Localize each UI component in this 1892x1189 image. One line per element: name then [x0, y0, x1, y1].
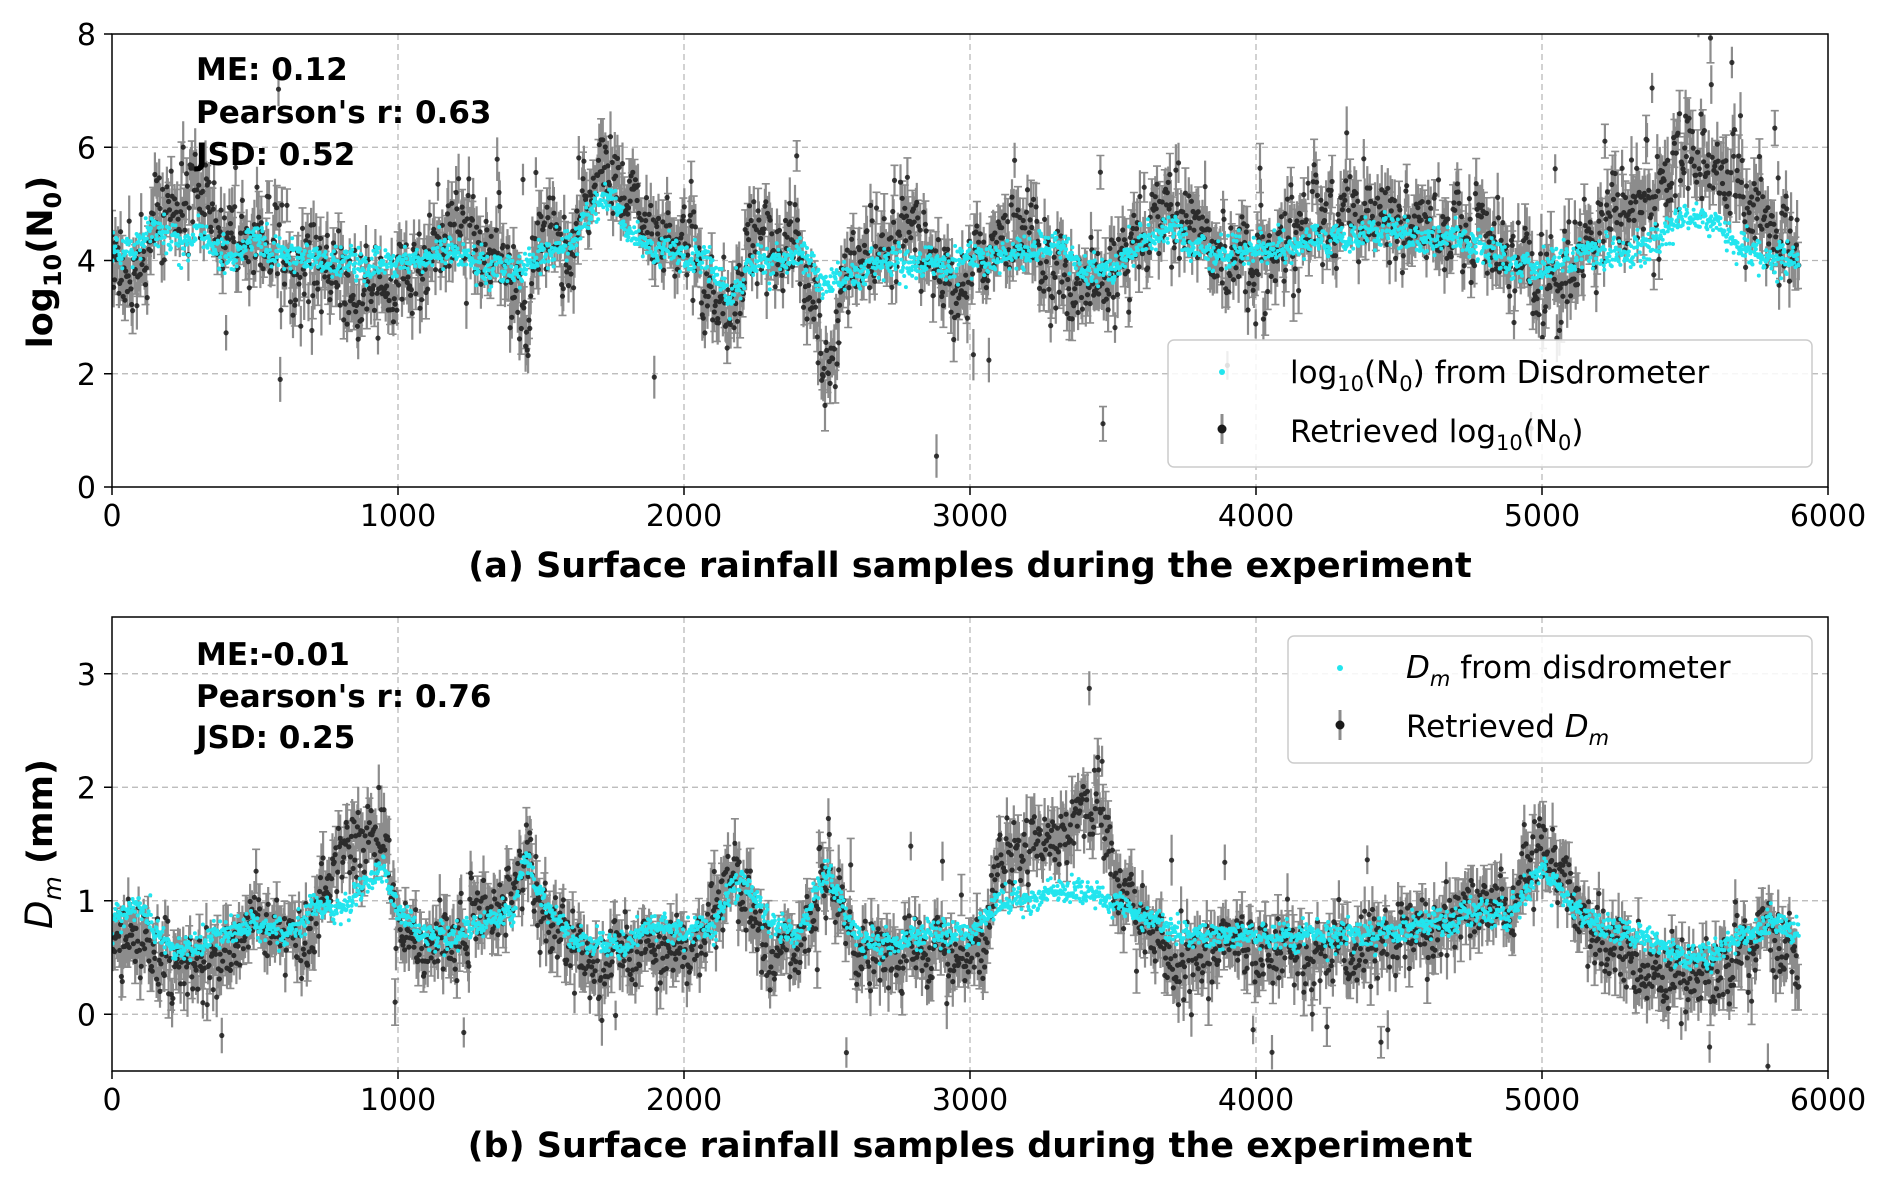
ticks-a: 0 1000 2000 3000 4000 5000 6000 0 2 4 6 8 [77, 18, 1866, 534]
x-tick-label-a: 4000 [1218, 499, 1294, 534]
y-tick-label-a: 8 [77, 18, 96, 53]
x-axis-label-b: (b) Surface rainfall samples during the … [468, 1126, 1473, 1166]
x-tick-label-a: 2000 [646, 499, 722, 534]
x-tick-label-a: 1000 [360, 499, 436, 534]
legend-b: Dm from disdrometer Retrieved Dm [1287, 635, 1813, 764]
x-tick-label-a: 5000 [1504, 499, 1580, 534]
points-disdrometer-a [112, 181, 1801, 321]
x-axis-label-a: (a) Surface rainfall samples during the … [468, 546, 1471, 586]
legend-label-disdrometer-a: log10(N0) from Disdrometer [1290, 355, 1709, 396]
legend-marker-disdrometer-a [1219, 369, 1225, 375]
x-tick-label-b: 1000 [360, 1083, 436, 1118]
x-tick-label-b: 3000 [932, 1083, 1008, 1118]
y-tick-label-b: 3 [77, 658, 96, 693]
legend-marker-disdrometer-b [1337, 665, 1343, 671]
y-axis-label-a: log10(N0) [21, 176, 67, 349]
y-axis-label-b: Dm (mm) [18, 759, 67, 929]
stat-pearson-a: Pearson's r: 0.63 [196, 95, 491, 131]
stat-jsd-b: JSD: 0.25 [194, 720, 355, 756]
x-tick-label-b: 2000 [646, 1083, 722, 1118]
y-tick-label-b: 1 [77, 885, 96, 920]
x-tick-label-b: 4000 [1218, 1083, 1294, 1118]
x-tick-label-b: 6000 [1790, 1083, 1866, 1118]
panel-b: 0 1000 2000 3000 4000 5000 6000 0 1 2 3 ME:-0.01 P… [18, 616, 1866, 1166]
stat-me-a: ME: 0.12 [196, 52, 348, 88]
x-tick-label-b: 5000 [1504, 1083, 1580, 1118]
y-tick-label-a: 6 [77, 131, 96, 166]
stat-me-b: ME:-0.01 [196, 637, 350, 673]
legend-label-retrieved-a: Retrieved log10(N0) [1290, 414, 1584, 455]
legend-box-b [1287, 635, 1813, 764]
x-tick-label-b: 0 [102, 1083, 121, 1118]
x-tick-label-a: 6000 [1790, 499, 1866, 534]
data-layer-a [112, 34, 1802, 478]
legend-label-disdrometer-b: Dm from disdrometer [1406, 650, 1731, 691]
y-tick-label-b: 2 [77, 771, 96, 806]
data-layer-b [112, 671, 1802, 1071]
y-tick-label-a: 4 [77, 245, 96, 280]
legend-box-a [1167, 339, 1813, 468]
stat-jsd-a: JSD: 0.52 [194, 137, 355, 173]
y-tick-label-b: 0 [77, 998, 96, 1033]
legend-marker-retrieved-b [1335, 720, 1345, 730]
ticks-b: 0 1000 2000 3000 4000 5000 6000 0 1 2 3 [77, 658, 1866, 1118]
y-tick-label-a: 0 [77, 471, 96, 506]
legend-marker-retrieved-a [1217, 424, 1227, 434]
x-tick-label-a: 0 [102, 499, 121, 534]
legend-label-retrieved-b: Retrieved Dm [1406, 709, 1609, 750]
y-tick-label-a: 2 [77, 358, 96, 393]
legend-a: log10(N0) from Disdrometer Retrieved log… [1167, 339, 1813, 468]
stat-pearson-b: Pearson's r: 0.76 [196, 679, 491, 715]
x-tick-label-a: 3000 [932, 499, 1008, 534]
